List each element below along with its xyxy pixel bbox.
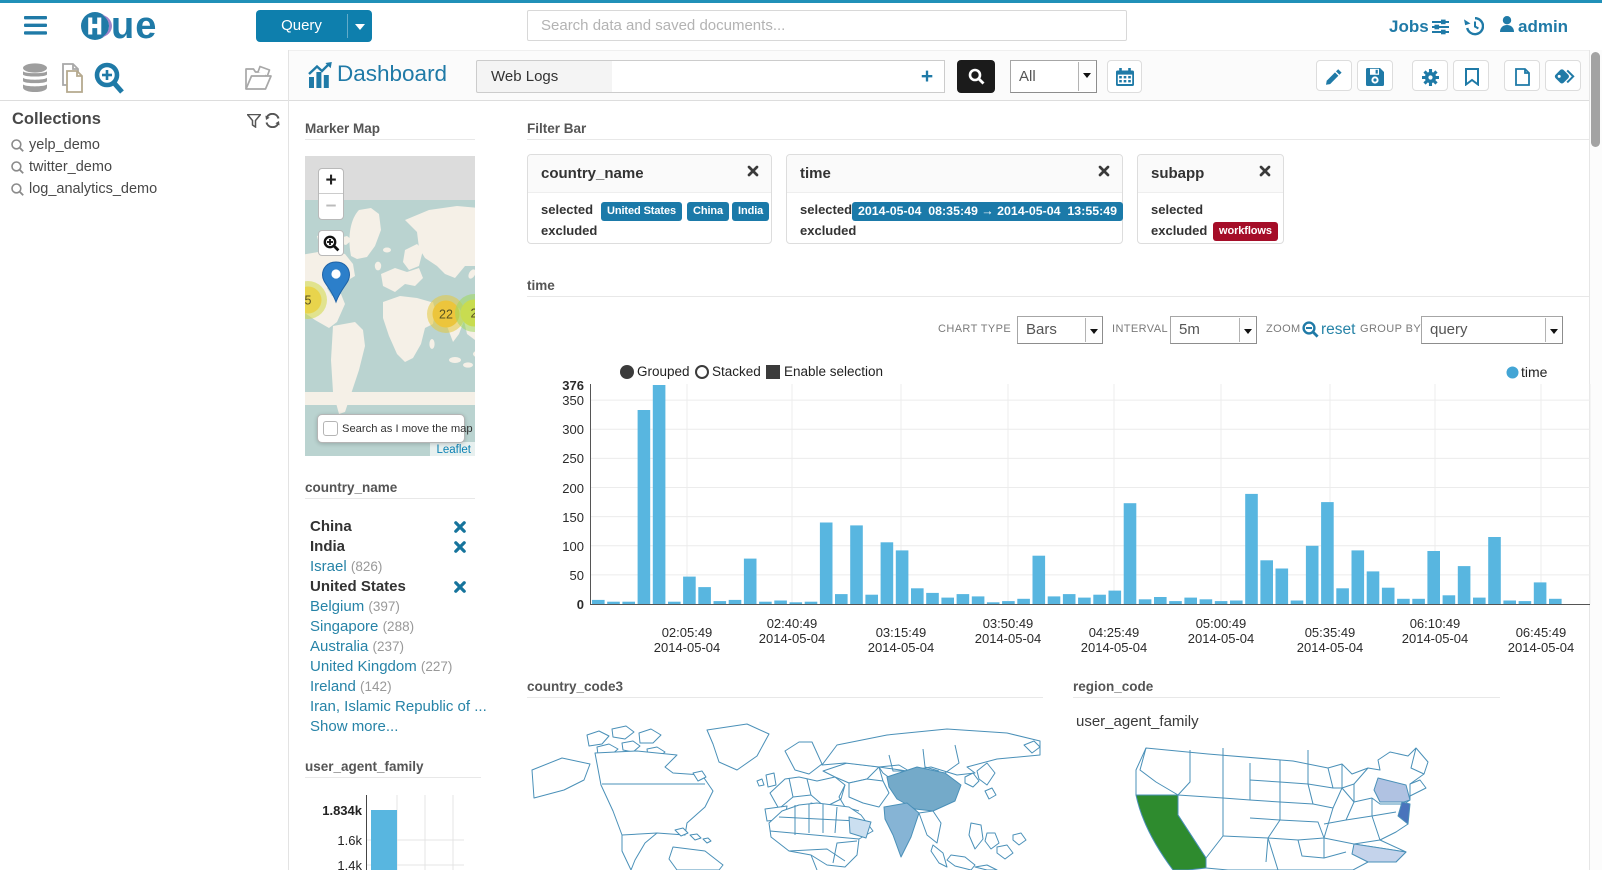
svg-text:5: 5	[305, 294, 312, 308]
svg-text:2: 2	[471, 307, 475, 321]
svg-text:Leaflet: Leaflet	[436, 444, 471, 456]
svg-text:22: 22	[439, 308, 453, 322]
svg-text:ue: ue	[111, 9, 157, 43]
